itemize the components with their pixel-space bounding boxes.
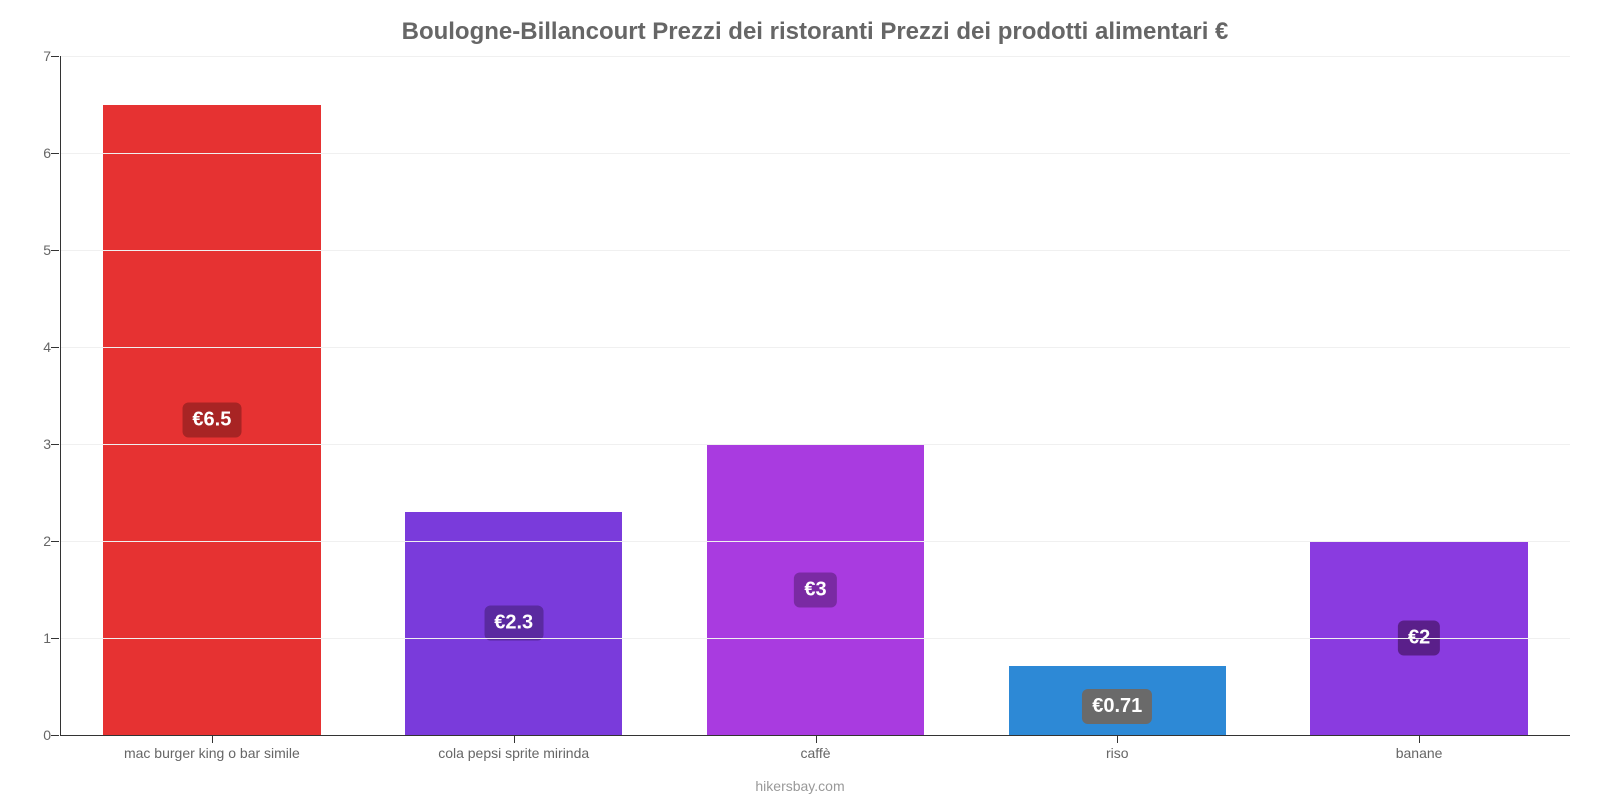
- gridline: [61, 444, 1570, 445]
- gridline: [61, 250, 1570, 251]
- gridline: [61, 56, 1570, 57]
- xtick: [1117, 735, 1118, 743]
- xtick: [212, 735, 213, 743]
- gridline: [61, 347, 1570, 348]
- ytick-label: 1: [27, 630, 51, 646]
- xtick: [514, 735, 515, 743]
- plot-area: €6.5€2.3€3€0.71€2 01234567mac burger kin…: [60, 56, 1570, 736]
- bar: €2.3: [405, 512, 622, 735]
- ytick-label: 6: [27, 145, 51, 161]
- ytick: [51, 541, 59, 542]
- ytick-label: 3: [27, 436, 51, 452]
- ytick: [51, 735, 59, 736]
- bar-value-label: €3: [794, 572, 836, 607]
- gridline: [61, 541, 1570, 542]
- xtick: [1419, 735, 1420, 743]
- bar: €0.71: [1009, 666, 1226, 735]
- bar-value-label: €2.3: [484, 606, 543, 641]
- ytick: [51, 638, 59, 639]
- ytick-label: 0: [27, 727, 51, 743]
- ytick: [51, 153, 59, 154]
- chart-title: Boulogne-Billancourt Prezzi dei ristoran…: [60, 18, 1570, 46]
- xtick: [816, 735, 817, 743]
- bar-value-label: €0.71: [1082, 689, 1152, 724]
- ytick: [51, 56, 59, 57]
- xtick-label: mac burger king o bar simile: [124, 745, 300, 761]
- xtick-label: caffè: [800, 745, 830, 761]
- xtick-label: cola pepsi sprite mirinda: [438, 745, 589, 761]
- chart-container: Boulogne-Billancourt Prezzi dei ristoran…: [0, 0, 1600, 800]
- bar-value-label: €6.5: [182, 402, 241, 437]
- ytick-label: 2: [27, 533, 51, 549]
- chart-footer: hikersbay.com: [0, 778, 1600, 794]
- gridline: [61, 638, 1570, 639]
- ytick: [51, 444, 59, 445]
- ytick: [51, 250, 59, 251]
- ytick: [51, 347, 59, 348]
- ytick-label: 5: [27, 242, 51, 258]
- bar: €6.5: [103, 105, 320, 735]
- xtick-label: riso: [1106, 745, 1129, 761]
- ytick-label: 7: [27, 48, 51, 64]
- bar: €3: [707, 444, 924, 735]
- gridline: [61, 153, 1570, 154]
- ytick-label: 4: [27, 339, 51, 355]
- xtick-label: banane: [1396, 745, 1443, 761]
- bars-layer: €6.5€2.3€3€0.71€2: [61, 56, 1570, 735]
